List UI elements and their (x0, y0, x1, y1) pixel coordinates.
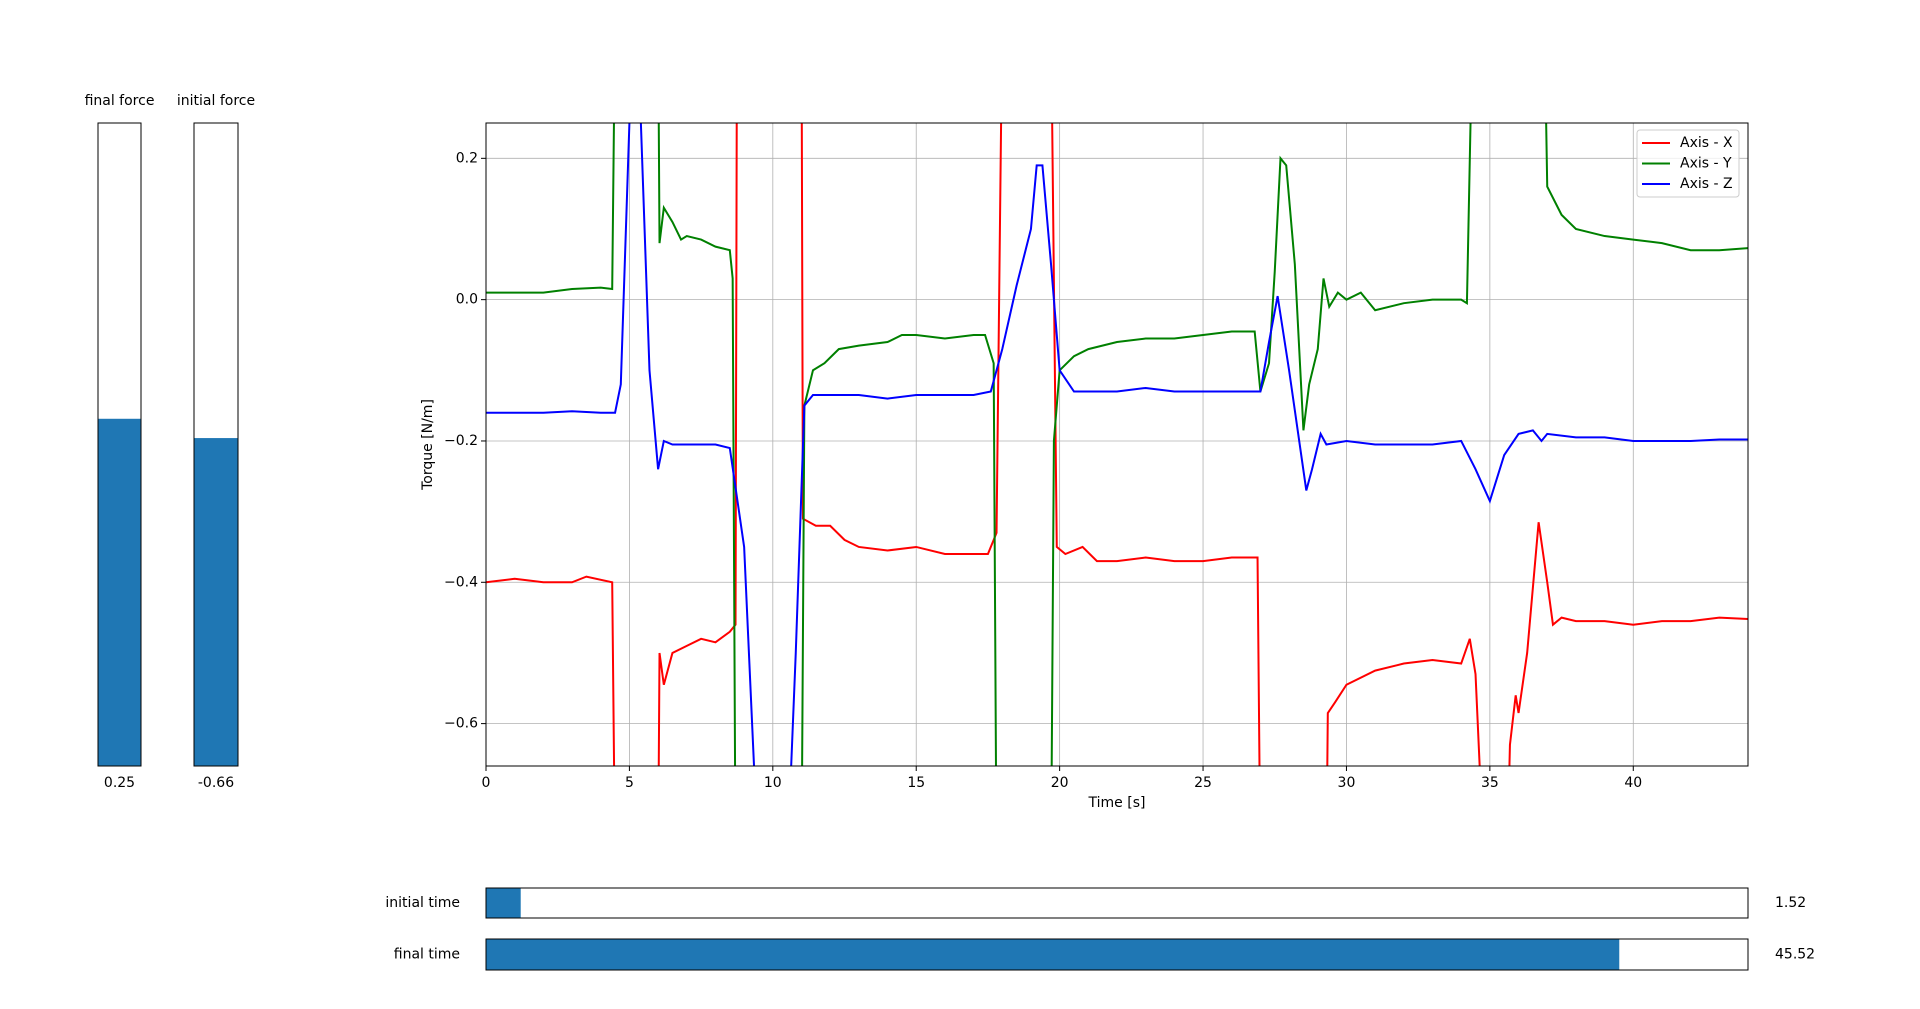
y-axis-label: Torque [N/m] (420, 399, 436, 491)
slider-fill (98, 418, 141, 766)
slider-fill (486, 888, 521, 918)
x-tick-label: 30 (1338, 775, 1356, 791)
slider-value: 45.52 (1775, 947, 1815, 963)
y-tick-label: −0.6 (444, 716, 478, 732)
plot-frame (485, 122, 1749, 767)
plot-lines (486, 123, 1748, 766)
y-tick-label: −0.4 (444, 574, 478, 590)
x-tick-label: 20 (1051, 775, 1069, 791)
slider-fill (486, 939, 1620, 970)
slider-label: final force (85, 93, 155, 109)
slider-frame[interactable] (485, 938, 1749, 971)
slider-track (486, 888, 1748, 918)
y-tick-label: −0.2 (444, 433, 478, 449)
x-tick-label: 10 (764, 775, 782, 791)
x-tick-label: 40 (1624, 775, 1642, 791)
x-tick-label: 25 (1194, 775, 1212, 791)
x-tick-label: 35 (1481, 775, 1499, 791)
data-line (486, 123, 1748, 766)
slider-frame[interactable] (97, 122, 142, 767)
x-axis-label: Time [s] (1088, 795, 1146, 811)
slider-value: -0.66 (198, 775, 234, 791)
slider-label: initial time (385, 895, 460, 911)
legend-label: Axis - Z (1680, 176, 1733, 192)
y-tick-label: 0.0 (456, 292, 478, 308)
x-tick-label: 5 (625, 775, 634, 791)
x-tick-label: 0 (482, 775, 491, 791)
legend-label: Axis - Y (1680, 156, 1732, 172)
data-line (486, 123, 1748, 766)
slider-label: initial force (177, 93, 255, 109)
slider-frame[interactable] (485, 887, 1749, 919)
legend-box (1636, 129, 1740, 198)
x-tick-label: 15 (907, 775, 925, 791)
y-tick-label: 0.2 (456, 150, 478, 166)
slider-fill (194, 438, 238, 766)
slider-value: 1.52 (1775, 895, 1806, 911)
slider-frame[interactable] (193, 122, 239, 767)
data-line (486, 123, 1748, 766)
legend-label: Axis - X (1680, 135, 1733, 151)
slider-value: 0.25 (104, 775, 135, 791)
slider-label: final time (394, 947, 460, 963)
